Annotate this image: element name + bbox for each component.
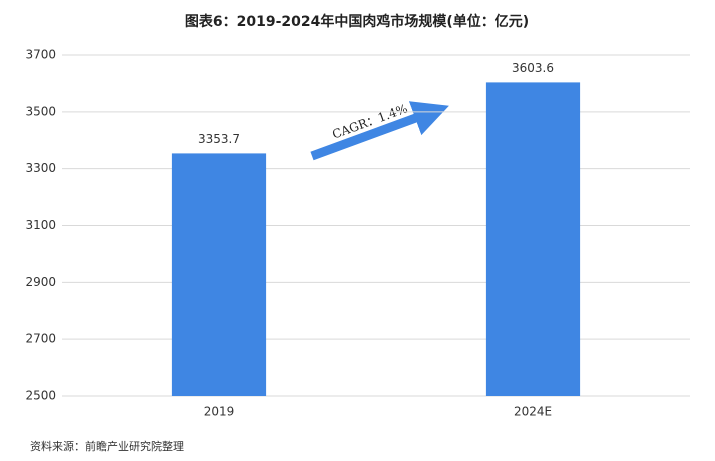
data-label: 3603.6 [512, 61, 554, 75]
y-tick-label: 3700 [25, 48, 56, 62]
y-tick-label: 2700 [25, 332, 56, 346]
source: 资料来源：前瞻产业研究院整理 [30, 439, 184, 453]
y-tick-label: 3100 [25, 218, 56, 232]
y-tick-label: 2500 [25, 389, 56, 403]
y-tick-label: 2900 [25, 275, 56, 289]
bar [171, 153, 267, 396]
x-tick-label: 2019 [204, 405, 235, 419]
y-tick-label: 3500 [25, 104, 56, 118]
x-tick-label: 2024E [514, 405, 552, 419]
y-tick-label: 3300 [25, 161, 56, 175]
chart-title: 图表6：2019-2024年中国肉鸡市场规模(单位：亿元) [185, 13, 529, 30]
bar [485, 82, 581, 396]
data-label: 3353.7 [198, 132, 240, 146]
cagr-arrow [310, 101, 449, 161]
